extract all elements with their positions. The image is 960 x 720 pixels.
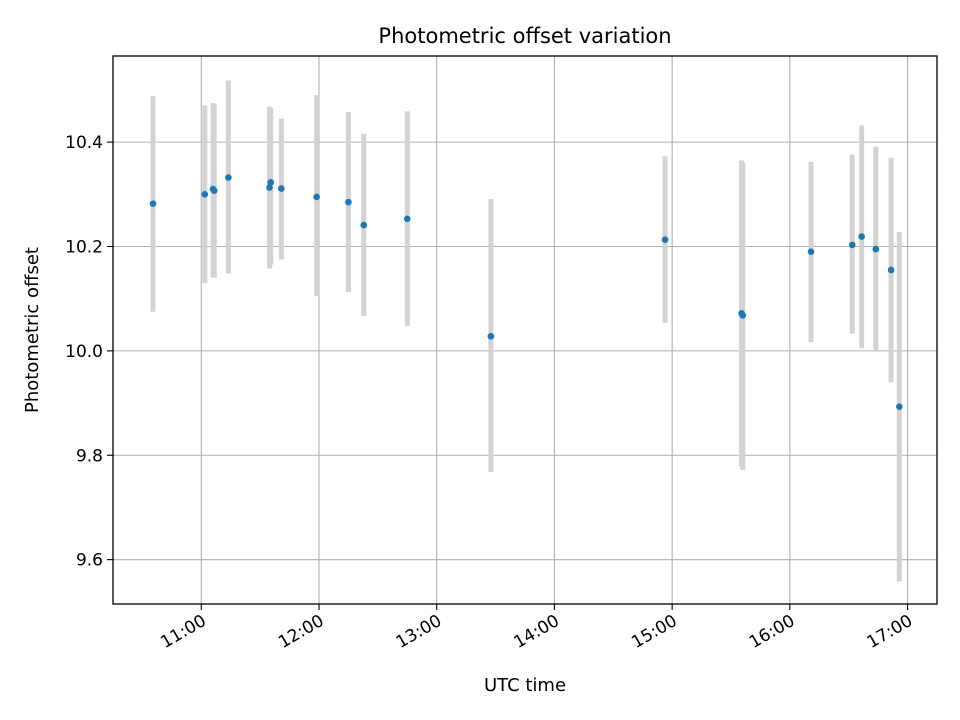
data-point: [266, 184, 273, 191]
data-point: [149, 200, 157, 207]
data-point: [201, 191, 209, 198]
chart-title: Photometric offset variation: [378, 24, 671, 48]
data-point: [278, 185, 285, 192]
data-point: [267, 179, 275, 186]
data-point: [345, 198, 352, 206]
data-point: [487, 332, 495, 340]
y-axis: 9.6 9.8 10.0 10.2 10.4: [65, 133, 113, 571]
data-point: [313, 193, 320, 201]
y-tick-label: 10.0: [65, 342, 103, 362]
y-tick-label: 9.6: [76, 551, 103, 571]
data-point: [858, 233, 865, 240]
data-point: [403, 215, 411, 223]
data-point: [848, 241, 856, 249]
y-tick-label: 10.4: [65, 133, 103, 153]
data-points: [149, 174, 903, 411]
data-point: [661, 236, 669, 244]
y-axis-title: Photometric offset: [22, 247, 43, 413]
x-axis-title: UTC time: [484, 675, 566, 696]
data-point: [896, 403, 903, 411]
data-point: [739, 312, 747, 319]
data-point: [225, 174, 232, 181]
data-point: [210, 187, 218, 194]
y-tick-label: 9.8: [76, 446, 103, 466]
y-tick-label: 10.2: [65, 237, 103, 257]
data-point: [807, 248, 815, 256]
data-point: [872, 245, 880, 253]
data-point: [360, 221, 368, 229]
data-point: [887, 266, 895, 274]
plot-frame: [112, 55, 938, 605]
